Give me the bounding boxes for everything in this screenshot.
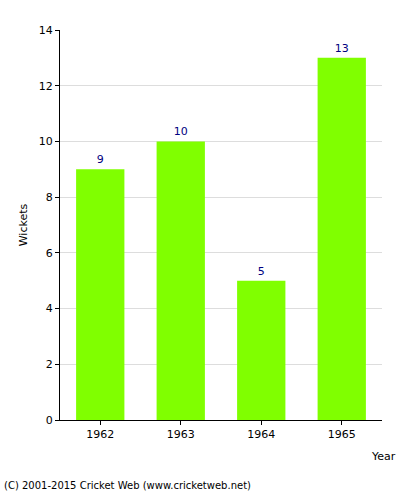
svg-text:0: 0 xyxy=(46,414,53,427)
svg-text:4: 4 xyxy=(46,302,53,315)
svg-text:2: 2 xyxy=(46,358,53,371)
svg-text:1965: 1965 xyxy=(328,428,356,441)
svg-text:1962: 1962 xyxy=(86,428,114,441)
svg-text:6: 6 xyxy=(46,247,53,260)
svg-text:Wickets: Wickets xyxy=(17,203,30,246)
svg-text:14: 14 xyxy=(39,24,53,37)
svg-text:10: 10 xyxy=(39,135,53,148)
svg-text:1964: 1964 xyxy=(247,428,275,441)
svg-text:5: 5 xyxy=(258,265,265,278)
svg-text:9: 9 xyxy=(97,153,104,166)
svg-text:10: 10 xyxy=(174,125,188,138)
svg-text:Year: Year xyxy=(371,450,396,463)
svg-text:1963: 1963 xyxy=(167,428,195,441)
svg-text:8: 8 xyxy=(46,191,53,204)
svg-text:13: 13 xyxy=(335,42,349,55)
svg-text:12: 12 xyxy=(39,80,53,93)
svg-text:(C) 2001-2015 Cricket Web (www: (C) 2001-2015 Cricket Web (www.cricketwe… xyxy=(4,480,251,491)
